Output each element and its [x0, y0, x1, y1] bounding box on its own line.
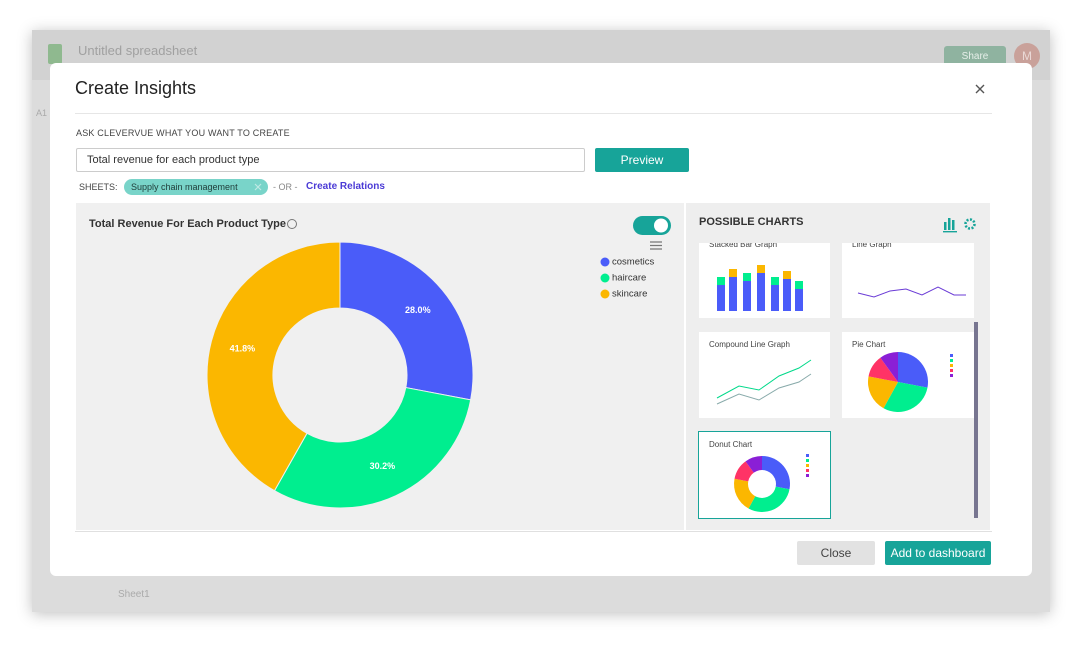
- thumb-shape: [795, 289, 803, 311]
- thumb-shape: [716, 373, 812, 405]
- chart-option-card[interactable]: Stacked Bar Graph: [699, 243, 830, 318]
- dialog-title: Create Insights: [75, 78, 197, 98]
- thumb-shape: [748, 470, 776, 498]
- donut-segment: [339, 241, 474, 401]
- legend-label: cosmetics: [612, 257, 654, 268]
- chart-option-title: Donut Chart: [709, 440, 753, 449]
- thumb-shape: [729, 277, 737, 311]
- cell-ref: A1: [36, 108, 48, 118]
- possible-charts-title: POSSIBLE CHARTS: [699, 216, 804, 228]
- footer-divider: [75, 531, 992, 532]
- doc-title: Untitled spreadsheet: [78, 43, 198, 58]
- donut-segment: [273, 386, 472, 509]
- chart-option-title: Pie Chart: [852, 340, 886, 349]
- chart-title: Total Revenue For Each Product Type: [89, 218, 286, 230]
- thumb-shape: [868, 357, 898, 382]
- sheet-tab[interactable]: Sheet1: [118, 589, 150, 600]
- or-label: - OR -: [273, 182, 298, 192]
- menu-icon[interactable]: [650, 241, 662, 250]
- chart-option-card[interactable]: Line Graph: [842, 243, 974, 318]
- thumbnail: [716, 359, 812, 405]
- thumb-shape: [717, 285, 725, 311]
- thumb-shape: [868, 376, 898, 409]
- thumb-shape: [716, 359, 812, 399]
- toggle-knob: [654, 218, 668, 233]
- chart-option-card[interactable]: Donut Chart: [698, 431, 831, 519]
- share-button[interactable]: Share: [944, 46, 1006, 68]
- legend-label: skincare: [612, 289, 647, 300]
- thumb-shape: [883, 382, 928, 412]
- thumb-shape: [757, 273, 765, 311]
- thumb-shape: [806, 469, 809, 472]
- thumb-shape: [771, 277, 779, 285]
- thumb-shape: [806, 459, 809, 462]
- thumb-shape: [771, 285, 779, 311]
- thumb-shape: [743, 281, 751, 311]
- thumb-shape: [783, 271, 791, 279]
- chip-remove[interactable]: [254, 183, 262, 191]
- chart-panel: Total Revenue For Each Product Type 28.0…: [76, 203, 684, 530]
- thumb-shape: [783, 279, 791, 311]
- thumb-shape: [795, 281, 803, 289]
- thumb-shape: [757, 265, 765, 273]
- data-label: 41.8%: [230, 344, 256, 354]
- thumb-shape: [729, 269, 737, 277]
- close-button[interactable]: Close: [797, 541, 875, 565]
- prompt-label: ASK CLEVERVUE WHAT YOU WANT TO CREATE: [76, 128, 290, 138]
- thumb-shape: [743, 273, 751, 281]
- info-icon[interactable]: [287, 219, 297, 229]
- preview-button[interactable]: Preview: [595, 148, 689, 172]
- add-to-dashboard-button[interactable]: Add to dashboard: [885, 541, 991, 565]
- thumb-shape: [898, 352, 928, 388]
- legend-marker: [600, 289, 610, 299]
- legend-marker: [600, 257, 610, 267]
- panel-icons[interactable]: [942, 215, 978, 233]
- data-label: 30.2%: [370, 461, 396, 471]
- thumb-shape: [950, 359, 953, 362]
- chart-option-title: Line Graph: [852, 243, 892, 249]
- thumb-shape: [950, 364, 953, 367]
- legend-marker: [600, 273, 610, 283]
- chart-option-title: Stacked Bar Graph: [709, 243, 778, 249]
- thumbnail: [857, 286, 966, 298]
- sheet-chip-text: Supply chain management: [131, 182, 238, 192]
- thumb-shape: [806, 454, 809, 457]
- close-icon[interactable]: [974, 83, 986, 95]
- create-relations-link[interactable]: Create Relations: [306, 181, 385, 192]
- sheets-label: SHEETS:: [79, 182, 118, 192]
- thumb-shape: [950, 369, 953, 372]
- chart-option-card[interactable]: Compound Line Graph: [699, 332, 830, 418]
- divider: [75, 113, 992, 114]
- thumb-shape: [950, 354, 953, 357]
- chart-option-title: Compound Line Graph: [709, 340, 790, 349]
- thumb-shape: [880, 352, 898, 382]
- thumb-shape: [806, 464, 809, 467]
- scrollbar: [974, 322, 978, 518]
- data-label: 28.0%: [405, 305, 431, 315]
- query-text: Total revenue for each product type: [87, 154, 260, 166]
- chart-option-card[interactable]: Pie Chart: [842, 332, 974, 418]
- query-input[interactable]: [76, 148, 585, 172]
- donut-segment: [206, 241, 341, 492]
- thumb-shape: [806, 474, 809, 477]
- thumb-shape: [857, 286, 966, 298]
- thumbnail: [717, 265, 803, 311]
- thumb-shape: [950, 374, 953, 377]
- sheet-chip[interactable]: [124, 179, 268, 195]
- legend-label: haircare: [612, 273, 646, 284]
- thumbnail: [734, 454, 809, 512]
- thumbnail: [868, 352, 953, 412]
- thumb-shape: [717, 277, 725, 285]
- sheets-icon: [48, 44, 62, 64]
